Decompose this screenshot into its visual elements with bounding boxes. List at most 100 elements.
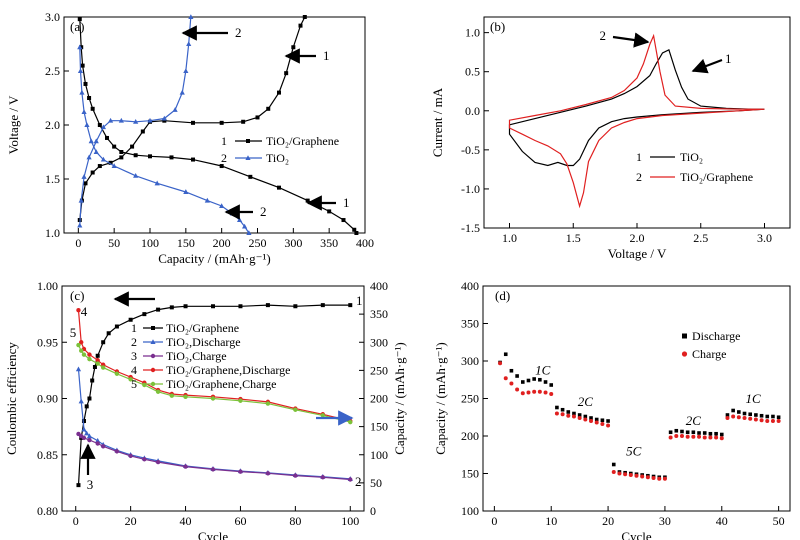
series-t_dis-point <box>219 203 225 208</box>
x-tick-label: 80 <box>289 514 301 528</box>
y-tick-label: 200 <box>461 429 479 443</box>
legend-label: Discharge <box>692 329 740 343</box>
charge-point <box>731 414 736 419</box>
charge-point <box>509 381 514 386</box>
series-cap_g_chg-point <box>155 389 161 394</box>
series-t_dis-point <box>84 122 90 127</box>
series-g_dis-point <box>87 96 92 100</box>
series-g_chg-point <box>266 106 271 111</box>
annotation-label: 2 <box>260 204 267 219</box>
legend-number: 1 <box>131 321 137 335</box>
legend-swatch-marker <box>150 339 156 344</box>
series-t_chg-point <box>186 41 192 46</box>
series-ce_g-point <box>320 303 325 308</box>
charge-point <box>668 435 673 440</box>
discharge-point <box>725 413 730 417</box>
series-ce_g-point <box>293 304 298 309</box>
y-tick-label: 100 <box>461 504 479 518</box>
legend-label: TiO₂ <box>680 150 703 164</box>
series-t_chg-point <box>107 117 114 123</box>
series-ce_g-point <box>211 304 215 309</box>
series-cap_g_dis-point <box>76 307 81 313</box>
panel-b: 1.0 1.5 2.0 2.5 3.0 -1.5 -1.0 -0.5 0.0 0.5 1.0 Volt… <box>430 16 791 261</box>
legend-swatch-marker <box>151 326 155 330</box>
series-cap_g_chg-point <box>114 371 120 376</box>
series-cap_g_chg-point <box>183 394 188 400</box>
series-t_chg-point <box>93 138 99 144</box>
series-cap_g_chg-point <box>128 377 133 382</box>
charge-point <box>600 422 605 426</box>
charge-point <box>651 476 656 480</box>
y2-tick-label: 250 <box>370 363 388 377</box>
series-g_dis-point <box>112 144 117 149</box>
series-t_dis-point <box>154 180 160 186</box>
x-tick-label: 10 <box>545 514 557 528</box>
discharge-point <box>611 462 616 467</box>
legend-number: 3 <box>131 349 137 363</box>
annotation-label: 2 <box>235 25 242 40</box>
x-tick-label: 1.5 <box>566 231 581 245</box>
annotation-label: 2 <box>600 28 607 43</box>
series-cap_t_chg-point <box>81 435 87 441</box>
discharge-point <box>748 412 753 417</box>
x-axis-label: Capacity / (mAh·g⁻¹) <box>158 251 271 266</box>
y-tick-label: 2.5 <box>45 64 60 78</box>
discharge-point <box>532 377 536 381</box>
x-tick-label: 0 <box>75 236 81 250</box>
series-ce_g-point <box>348 303 353 308</box>
series-g_dis-point <box>277 185 281 190</box>
series-g_chg-point <box>108 160 113 165</box>
legend-swatch-marker <box>682 333 687 339</box>
series-cap_g_chg-point <box>320 413 326 418</box>
discharge-point <box>594 417 599 422</box>
series-cap_g_chg-point <box>79 348 84 353</box>
charge-point <box>611 470 616 474</box>
y2-tick-label: 200 <box>370 392 388 406</box>
y-tick-label: 250 <box>461 392 479 406</box>
x-tick-label: 30 <box>659 514 671 528</box>
y2-tick-label: 300 <box>370 335 388 349</box>
y2-tick-label: 0 <box>370 504 376 518</box>
y-tick-label: -1.0 <box>461 182 480 196</box>
annotation-arrow <box>612 32 650 48</box>
series-cap_g_chg-point <box>87 356 92 362</box>
charge-point <box>549 392 554 396</box>
charge-point <box>685 434 690 439</box>
legend-swatch-marker <box>246 139 250 143</box>
series-g_chg-point <box>162 118 167 123</box>
series-g_dis-point <box>341 218 346 223</box>
y2-tick-label: 50 <box>370 476 382 490</box>
series-cv_tio2-line <box>508 48 765 167</box>
panel-label: (d) <box>495 288 510 303</box>
y-tick-label: 300 <box>461 354 479 368</box>
charge-point <box>594 420 599 425</box>
discharge-point <box>560 407 565 412</box>
y-tick-label: 0.85 <box>37 448 58 462</box>
series-g_chg-point <box>97 164 102 169</box>
series-ce_g-point <box>76 483 81 488</box>
y-tick-label: 0.95 <box>37 335 58 349</box>
series-cap_t_chg-point <box>95 441 100 446</box>
x-tick-label: 40 <box>180 514 192 528</box>
y2-tick-label: 350 <box>370 307 388 321</box>
series-ce_g-point <box>265 303 270 308</box>
panel-label: (c) <box>70 288 84 303</box>
y-axis-label: Capacity / (mAh·g⁻¹) <box>433 342 448 455</box>
y2-tick-label: 400 <box>370 279 388 293</box>
series-g_dis-point <box>248 174 253 179</box>
series-g_dis-point <box>327 209 332 214</box>
y-tick-label: 1.0 <box>465 26 480 40</box>
annotation-label: 2 <box>355 474 362 489</box>
discharge-point <box>509 368 514 373</box>
legend-label: TiO₂,Charge <box>166 349 227 363</box>
legend-swatch-marker <box>150 367 156 373</box>
discharge-point <box>765 414 770 419</box>
series-t_chg-line <box>79 16 192 226</box>
discharge-point <box>754 413 758 417</box>
x-tick-label: 0 <box>491 514 497 528</box>
series-cap_t_dis-point <box>78 398 84 404</box>
charge-point <box>697 434 702 439</box>
y-tick-label: 150 <box>461 467 479 481</box>
charge-point <box>583 417 588 422</box>
series-g_dis-point <box>169 155 174 160</box>
